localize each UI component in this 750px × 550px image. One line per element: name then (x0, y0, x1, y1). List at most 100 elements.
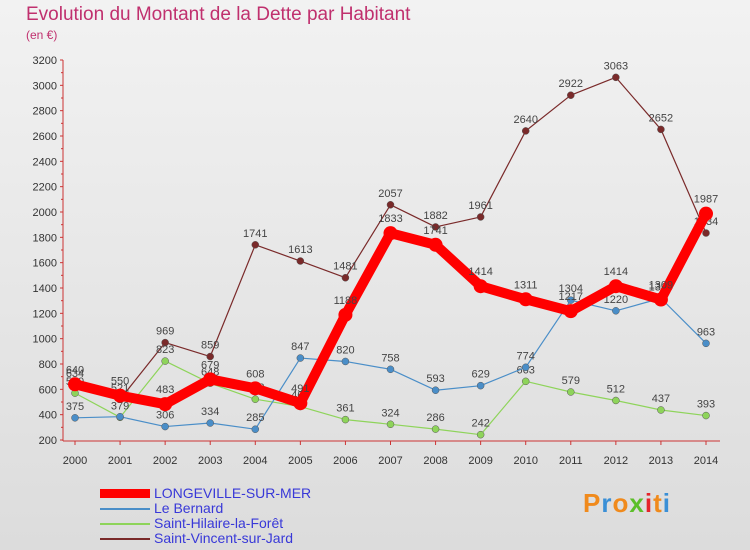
data-point (386, 420, 395, 429)
data-label: 393 (697, 399, 715, 411)
data-label: 1741 (423, 225, 447, 237)
data-label: 679 (201, 359, 219, 371)
data-label: 491 (291, 383, 309, 395)
data-label: 969 (156, 326, 174, 338)
logo-letter: i (662, 488, 671, 518)
data-point (567, 296, 575, 304)
data-point (161, 357, 169, 365)
x-tick-label: 2014 (694, 455, 718, 467)
legend-label: Saint-Hilaire-la-Forêt (154, 515, 284, 531)
y-tick-label: 2400 (33, 156, 57, 168)
y-tick-label: 600 (39, 384, 57, 396)
data-label: 1987 (694, 194, 718, 206)
legend-swatch (100, 489, 150, 498)
y-tick-label: 2000 (33, 207, 57, 219)
y-tick-label: 3000 (33, 80, 57, 92)
logo-letter: x (629, 488, 645, 518)
y-tick-label: 1400 (33, 283, 57, 295)
data-label: 640 (66, 364, 84, 376)
logo-letter: r (601, 488, 613, 518)
x-tick-label: 2000 (63, 455, 87, 467)
y-tick-label: 1800 (33, 232, 57, 244)
data-label: 579 (562, 375, 580, 387)
data-point (251, 241, 260, 249)
data-point (521, 377, 530, 386)
logo-letter: t (653, 488, 663, 518)
data-point (699, 206, 713, 221)
data-point (657, 406, 665, 414)
series-line (70, 208, 711, 410)
data-label: 1188 (334, 295, 358, 307)
y-tick-label: 800 (39, 359, 57, 371)
data-label: 512 (607, 383, 625, 395)
data-point (113, 388, 128, 403)
data-point (521, 127, 530, 135)
legend-label: Saint-Vincent-sur-Jard (154, 530, 294, 546)
data-label: 593 (426, 373, 444, 385)
data-point (518, 292, 533, 307)
data-point (293, 396, 308, 411)
data-point (476, 213, 485, 221)
data-point (702, 411, 710, 420)
data-point (251, 425, 260, 433)
legend-label: Le Bernard (154, 500, 224, 516)
data-label: 286 (426, 412, 444, 424)
legend-swatch (100, 538, 150, 540)
y-tick-label: 400 (39, 410, 57, 422)
data-point (431, 425, 440, 433)
data-label: 1481 (333, 261, 357, 273)
chart-title: Evolution du Montant de la Dette par Hab… (26, 4, 411, 25)
proxiti-logo: Proxiti (583, 488, 671, 519)
data-label: 1220 (604, 294, 628, 306)
x-tick-label: 2011 (559, 455, 583, 467)
data-point (567, 388, 575, 396)
y-tick-label: 2800 (33, 106, 57, 118)
x-tick-label: 2012 (604, 455, 628, 467)
data-label: 774 (517, 350, 535, 362)
logo-letter: P (583, 488, 602, 518)
data-point (158, 397, 173, 412)
data-point (203, 372, 218, 387)
x-tick-label: 2001 (108, 455, 132, 467)
y-tick-label: 2600 (33, 131, 57, 143)
y-tick-label: 1200 (33, 308, 57, 320)
data-point (431, 386, 440, 394)
data-point (612, 73, 620, 82)
data-point (161, 422, 169, 431)
legend-swatch (100, 508, 150, 510)
data-label: 550 (111, 376, 129, 388)
data-label: 1304 (559, 283, 583, 295)
data-label: 823 (156, 344, 174, 356)
data-point (341, 273, 350, 282)
data-point (386, 365, 395, 374)
data-label: 306 (156, 410, 174, 422)
y-tick-label: 2200 (33, 182, 57, 194)
data-label: 608 (246, 368, 264, 380)
data-point (338, 307, 353, 322)
data-label: 285 (246, 412, 264, 424)
data-point (161, 338, 169, 347)
data-point (341, 357, 350, 366)
data-point (612, 307, 620, 315)
data-label: 3063 (604, 60, 628, 72)
data-point (567, 91, 575, 99)
x-tick-label: 2007 (378, 455, 402, 467)
data-point (341, 415, 350, 424)
x-tick-label: 2002 (153, 455, 177, 467)
data-label: 1217 (559, 291, 583, 303)
data-label: 1414 (468, 266, 492, 278)
data-point (653, 292, 668, 307)
data-point (428, 237, 443, 252)
data-label: 1741 (243, 228, 267, 240)
y-tick-label: 200 (39, 435, 57, 447)
data-label: 334 (201, 406, 219, 418)
data-point (386, 201, 395, 209)
data-label: 1613 (288, 244, 312, 256)
data-label: 324 (381, 407, 399, 419)
logo-letter: o (612, 488, 630, 518)
data-point (657, 125, 665, 134)
y-tick-label: 3200 (33, 55, 57, 67)
x-tick-label: 2008 (423, 455, 447, 467)
chart-subtitle: (en €) (26, 28, 58, 42)
data-point (248, 381, 263, 396)
